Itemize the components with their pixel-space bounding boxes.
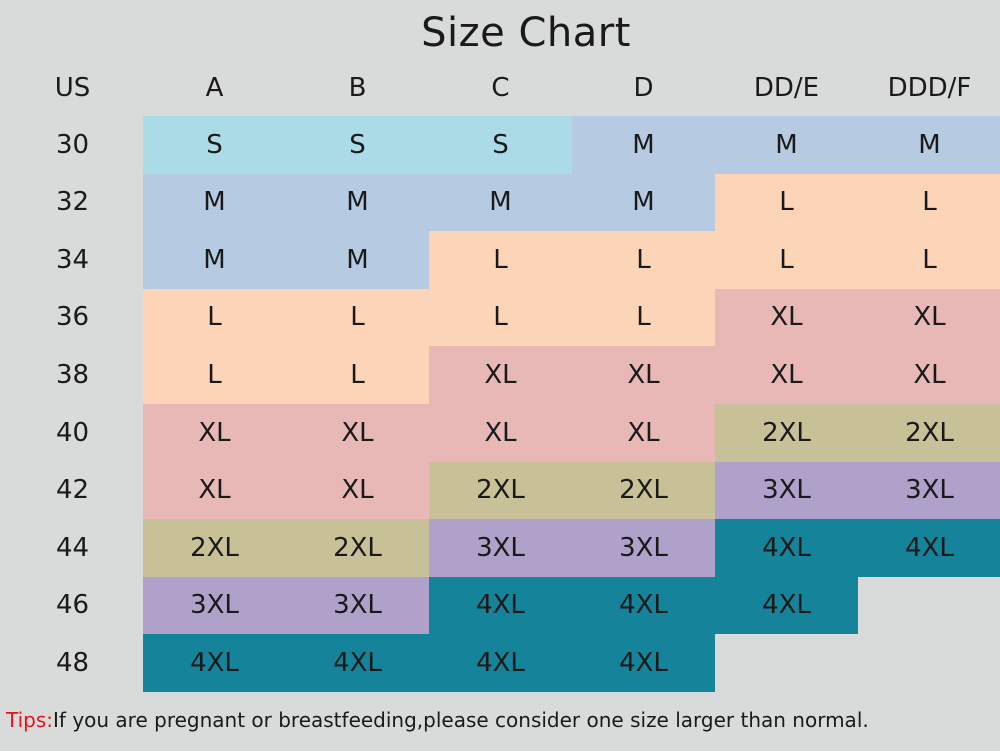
band-label: 48 xyxy=(55,648,90,678)
size-cell: M xyxy=(143,174,286,231)
size-cell: XL xyxy=(286,462,429,519)
size-cell: XL xyxy=(286,404,429,462)
size-cell: L xyxy=(858,174,1000,231)
size-cell: 3XL xyxy=(429,519,572,577)
column-header: D xyxy=(633,73,654,103)
size-cell: 4XL xyxy=(572,634,715,692)
band-label: 36 xyxy=(55,302,90,332)
empty-cell xyxy=(858,634,1000,692)
column-header: C xyxy=(491,73,510,103)
size-cell: XL xyxy=(143,462,286,519)
size-cell: M xyxy=(715,116,858,174)
band-label: 32 xyxy=(55,187,90,217)
column-header: B xyxy=(348,73,367,103)
size-cell: L xyxy=(572,231,715,289)
size-cell: 4XL xyxy=(429,577,572,634)
size-cell: S xyxy=(429,116,572,174)
band-label: 30 xyxy=(55,130,90,160)
size-cell: XL xyxy=(429,404,572,462)
size-cell: XL xyxy=(143,404,286,462)
size-cell: M xyxy=(286,174,429,231)
size-cell: L xyxy=(286,346,429,404)
size-cell: XL xyxy=(715,289,858,346)
size-cell: 2XL xyxy=(715,404,858,462)
row-header-label: US xyxy=(54,73,91,103)
size-cell: M xyxy=(572,116,715,174)
size-cell: 3XL xyxy=(858,462,1000,519)
size-cell: L xyxy=(572,289,715,346)
empty-cell xyxy=(858,577,1000,634)
tips-tag: Tips: xyxy=(6,708,54,732)
band-label: 42 xyxy=(55,475,90,505)
size-cell: 4XL xyxy=(572,577,715,634)
band-label: 46 xyxy=(55,590,90,620)
size-cell: 2XL xyxy=(143,519,286,577)
tips-text: If you are pregnant or breastfeeding,ple… xyxy=(53,708,869,732)
size-cell: XL xyxy=(858,346,1000,404)
tips-note: Tips:If you are pregnant or breastfeedin… xyxy=(6,708,869,732)
empty-cell xyxy=(715,634,858,692)
size-cell: L xyxy=(715,231,858,289)
size-cell: 3XL xyxy=(286,577,429,634)
column-header: DDD/F xyxy=(887,73,972,103)
size-cell: 4XL xyxy=(715,519,858,577)
band-label: 34 xyxy=(55,245,90,275)
size-cell: L xyxy=(143,346,286,404)
band-label: 40 xyxy=(55,418,90,448)
size-cell: 2XL xyxy=(286,519,429,577)
size-cell: L xyxy=(143,289,286,346)
size-cell: 4XL xyxy=(429,634,572,692)
size-cell: L xyxy=(286,289,429,346)
column-header: A xyxy=(205,73,224,103)
size-cell: M xyxy=(286,231,429,289)
size-cell: M xyxy=(429,174,572,231)
size-cell: 4XL xyxy=(715,577,858,634)
size-cell: XL xyxy=(429,346,572,404)
size-cell: S xyxy=(143,116,286,174)
size-cell: M xyxy=(572,174,715,231)
size-cell: 4XL xyxy=(858,519,1000,577)
chart-title: Size Chart xyxy=(421,10,631,56)
band-label: 44 xyxy=(55,533,90,563)
size-cell: 2XL xyxy=(429,462,572,519)
size-cell: 3XL xyxy=(143,577,286,634)
size-cell: 3XL xyxy=(715,462,858,519)
size-cell: L xyxy=(429,231,572,289)
size-cell: XL xyxy=(572,404,715,462)
size-cell: L xyxy=(858,231,1000,289)
size-cell: L xyxy=(715,174,858,231)
size-cell: 2XL xyxy=(858,404,1000,462)
size-cell: XL xyxy=(572,346,715,404)
size-cell: 4XL xyxy=(286,634,429,692)
size-cell: L xyxy=(429,289,572,346)
size-cell: XL xyxy=(715,346,858,404)
size-cell: 2XL xyxy=(572,462,715,519)
band-label: 38 xyxy=(55,360,90,390)
size-cell: 4XL xyxy=(143,634,286,692)
column-header: DD/E xyxy=(753,73,820,103)
size-cell: M xyxy=(858,116,1000,174)
size-cell: XL xyxy=(858,289,1000,346)
size-cell: M xyxy=(143,231,286,289)
size-cell: 3XL xyxy=(572,519,715,577)
size-cell: S xyxy=(286,116,429,174)
